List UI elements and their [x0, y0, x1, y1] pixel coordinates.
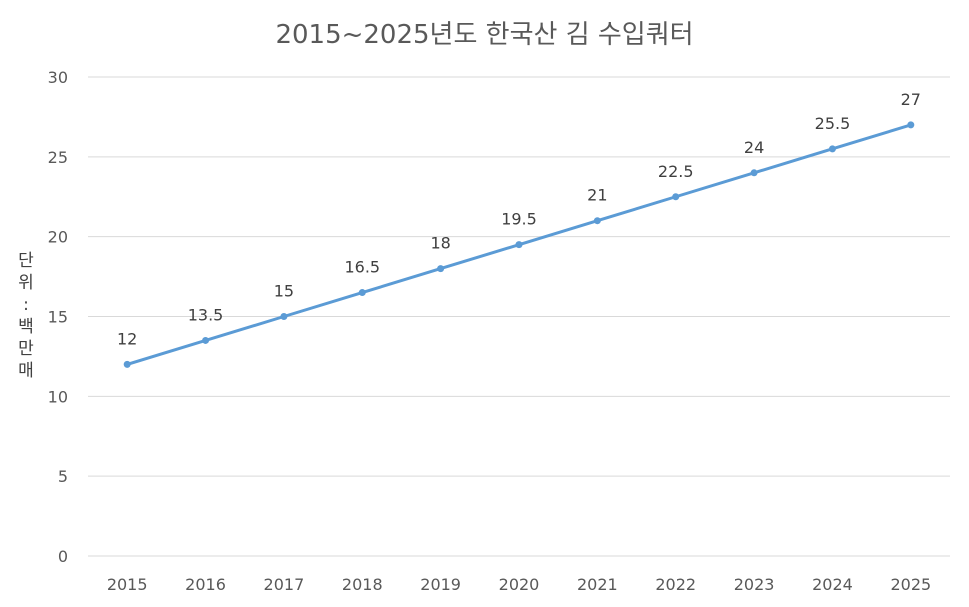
data-label: 15	[274, 282, 294, 301]
data-point	[123, 360, 131, 368]
data-point	[437, 265, 445, 273]
y-tick-label: 30	[48, 68, 68, 87]
x-tick-label: 2025	[890, 575, 931, 594]
y-axis-label-char: 단	[18, 251, 34, 271]
x-tick-label: 2022	[655, 575, 696, 594]
y-tick-label: 0	[58, 547, 68, 566]
data-label: 24	[744, 138, 764, 157]
x-tick-label: 2019	[420, 575, 461, 594]
y-tick-label: 20	[48, 228, 68, 247]
data-label: 25.5	[815, 114, 851, 133]
y-axis-label-char: 만	[18, 339, 34, 359]
x-tick-label: 2023	[734, 575, 775, 594]
data-label: 19.5	[501, 210, 537, 229]
y-tick-label: 5	[58, 467, 68, 486]
data-label: 18	[430, 234, 450, 253]
chart-title: 2015~2025년도 한국산 김 수입쿼터	[275, 20, 694, 50]
data-label: 21	[587, 186, 607, 205]
data-label: 22.5	[658, 162, 694, 181]
x-tick-label: 2020	[499, 575, 540, 594]
data-point	[515, 241, 523, 249]
data-label: 16.5	[344, 258, 380, 277]
data-point	[750, 169, 758, 177]
y-tick-label: 10	[48, 387, 68, 406]
x-tick-label: 2017	[264, 575, 305, 594]
data-point	[280, 313, 288, 320]
x-tick-label: 2021	[577, 575, 618, 594]
y-axis-label-char: :	[23, 295, 29, 315]
x-tick-label: 2016	[185, 575, 226, 594]
data-label: 27	[901, 90, 921, 109]
data-point	[672, 193, 680, 201]
y-axis-label-char: 위	[18, 273, 34, 293]
data-point	[358, 289, 366, 297]
x-tick-label: 2018	[342, 575, 383, 594]
data-point	[828, 145, 836, 153]
y-tick-label: 25	[48, 148, 68, 167]
x-tick-label: 2015	[107, 575, 148, 594]
x-tick-label: 2024	[812, 575, 853, 594]
data-point	[593, 217, 601, 225]
data-label: 13.5	[188, 305, 224, 324]
data-label: 12	[117, 329, 137, 348]
data-point	[907, 121, 915, 129]
data-point	[202, 336, 210, 344]
y-tick-label: 15	[48, 308, 68, 327]
y-axis-label-char: 백	[18, 317, 34, 337]
y-axis-label-char: 매	[18, 361, 34, 381]
